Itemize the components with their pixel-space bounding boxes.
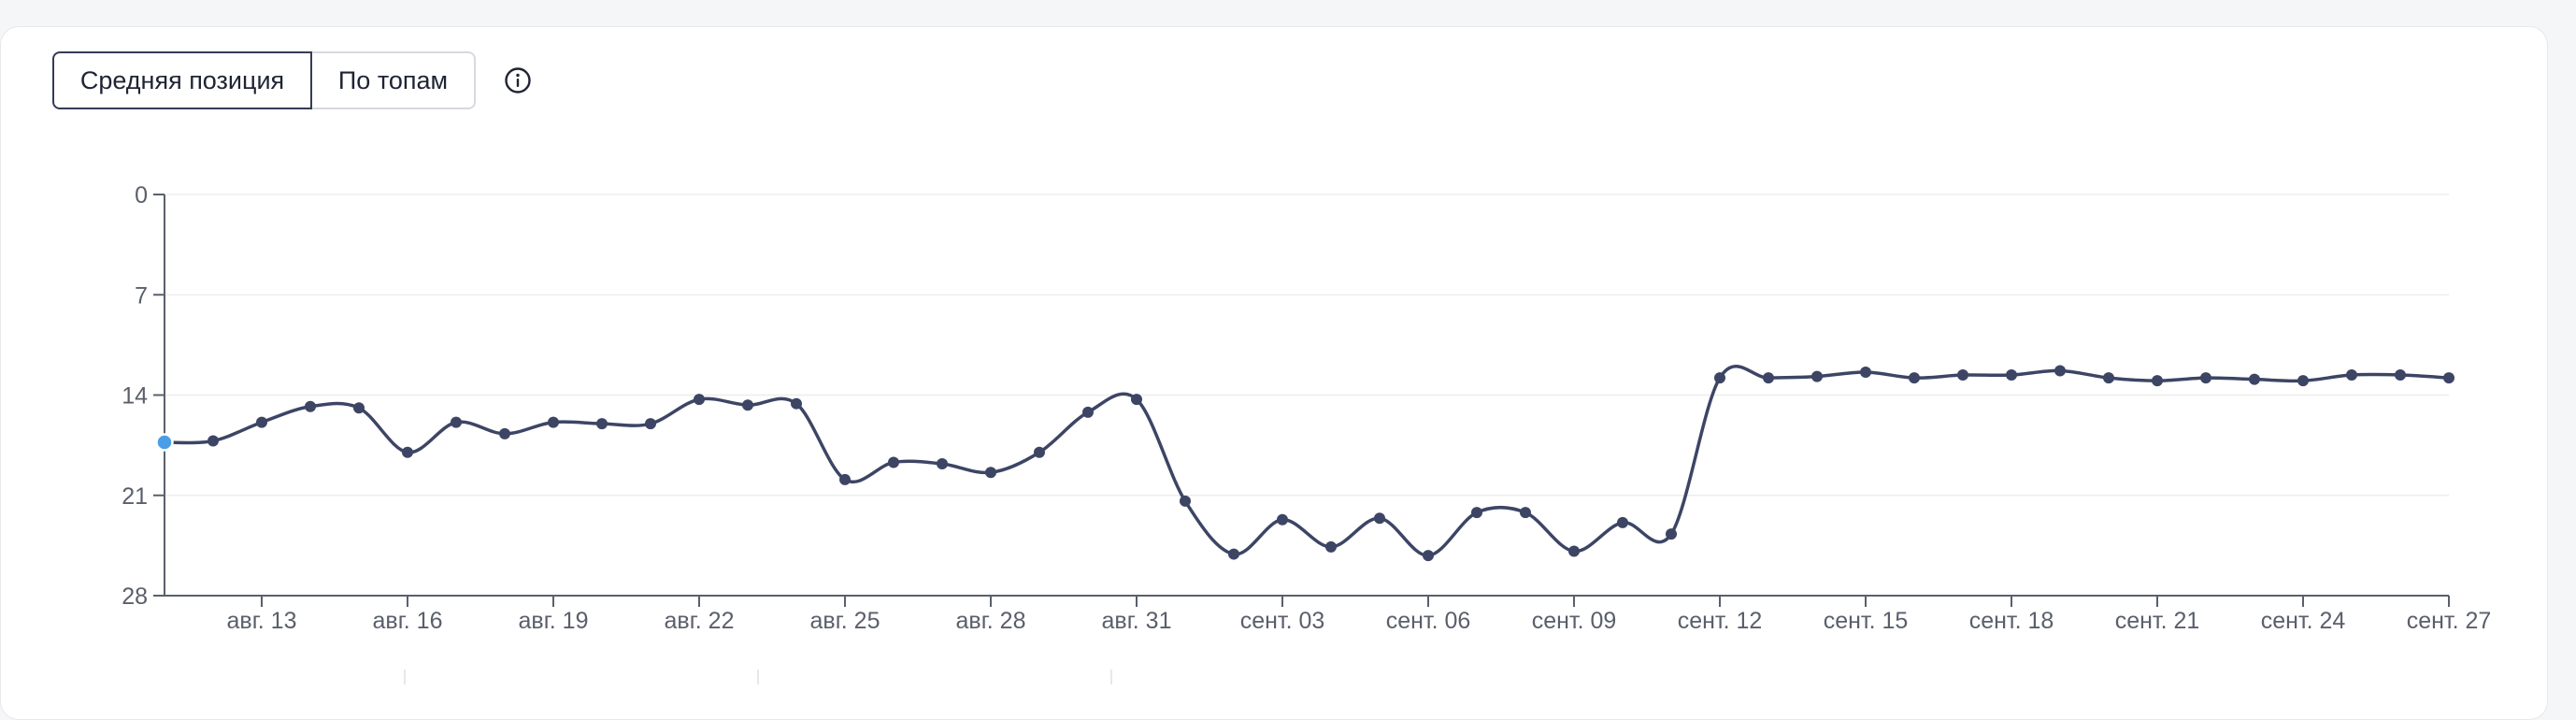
grid-lines [165, 194, 2449, 497]
data-point [1520, 507, 1531, 519]
x-tick-label: сент. 24 [2261, 608, 2346, 634]
x-tick-label: сент. 21 [2115, 608, 2200, 634]
data-point [2395, 369, 2406, 382]
data-point [1763, 372, 1774, 384]
data-point [2103, 372, 2114, 384]
data-point [694, 394, 705, 406]
data-point [1909, 372, 1920, 384]
data-point [937, 458, 948, 470]
data-point [888, 456, 899, 468]
data-point [2297, 375, 2309, 387]
data-point [1374, 512, 1385, 525]
data-point [1714, 372, 1725, 384]
data-point [2346, 369, 2357, 382]
x-tick-label: авг. 13 [227, 608, 297, 634]
data-point [2443, 372, 2454, 384]
data-point [353, 402, 365, 414]
y-tick-label: 28 [122, 583, 148, 610]
x-tick-label: сент. 12 [1678, 608, 1763, 634]
data-point [2200, 372, 2211, 384]
x-tick-label: сент. 15 [1824, 608, 1909, 634]
data-point-highlighted [155, 433, 174, 452]
data-point [1471, 507, 1482, 519]
divider [404, 670, 406, 684]
data-point [596, 418, 608, 430]
data-point [1811, 370, 1823, 382]
x-tick-label: сент. 03 [1240, 608, 1325, 634]
series-average-position [155, 365, 2454, 562]
x-tick-label: авг. 25 [810, 608, 880, 634]
data-point [1617, 516, 1628, 528]
tab-by-tops[interactable]: По топам [312, 51, 476, 109]
tab-average-position[interactable]: Средняя позиция [52, 51, 312, 109]
data-point [791, 397, 802, 410]
data-point [2006, 369, 2017, 382]
data-point [645, 418, 656, 430]
data-point [1957, 369, 1968, 382]
data-point [1131, 394, 1142, 406]
data-point [1860, 366, 1871, 378]
view-tabs: Средняя позиция По топам [52, 51, 476, 109]
data-point [305, 400, 316, 412]
x-tick-label: сент. 18 [1969, 608, 2054, 634]
y-tick-label: 21 [122, 483, 148, 510]
data-point [742, 399, 753, 411]
x-tick-label: сент. 06 [1386, 608, 1471, 634]
y-tick-label: 14 [122, 383, 148, 410]
data-point [256, 416, 267, 428]
data-point [402, 446, 413, 458]
data-point [1325, 540, 1337, 553]
data-point [839, 473, 851, 485]
data-point [985, 467, 996, 479]
x-tick-label: сент. 09 [1532, 608, 1617, 634]
x-tick-label: авг. 28 [956, 608, 1026, 634]
x-tick-label: авг. 16 [373, 608, 443, 634]
axes: 0 7 14 21 28 авг. 13 авг. 16 авг. 19 авг. 22 авг.… [122, 182, 2491, 634]
x-tick-label: авг. 19 [519, 608, 589, 634]
data-point [1568, 545, 1580, 557]
data-point [1666, 528, 1677, 540]
data-point [451, 416, 462, 428]
divider [757, 670, 759, 684]
data-point [499, 427, 510, 439]
chart-card [0, 26, 2548, 720]
data-point [1277, 513, 1288, 526]
x-tick-label: авг. 31 [1102, 608, 1172, 634]
y-tick-label: 7 [135, 282, 148, 309]
divider [1110, 670, 1112, 684]
data-point [548, 416, 559, 428]
data-point [1180, 495, 1191, 507]
data-point [2152, 375, 2163, 387]
data-point [1228, 548, 1239, 560]
data-point [1423, 550, 1434, 562]
data-point [2249, 373, 2260, 385]
info-icon[interactable] [504, 66, 532, 94]
data-point [1034, 446, 1045, 458]
data-point [2054, 365, 2066, 377]
line-chart: 0 7 14 21 28 авг. 13 авг. 16 авг. 19 авг. 22 авг.… [122, 182, 2491, 634]
y-tick-label: 0 [135, 182, 148, 209]
data-point [1082, 406, 1094, 418]
x-tick-label: сент. 27 [2407, 608, 2492, 634]
x-tick-label: авг. 22 [665, 608, 735, 634]
data-point [208, 435, 219, 447]
